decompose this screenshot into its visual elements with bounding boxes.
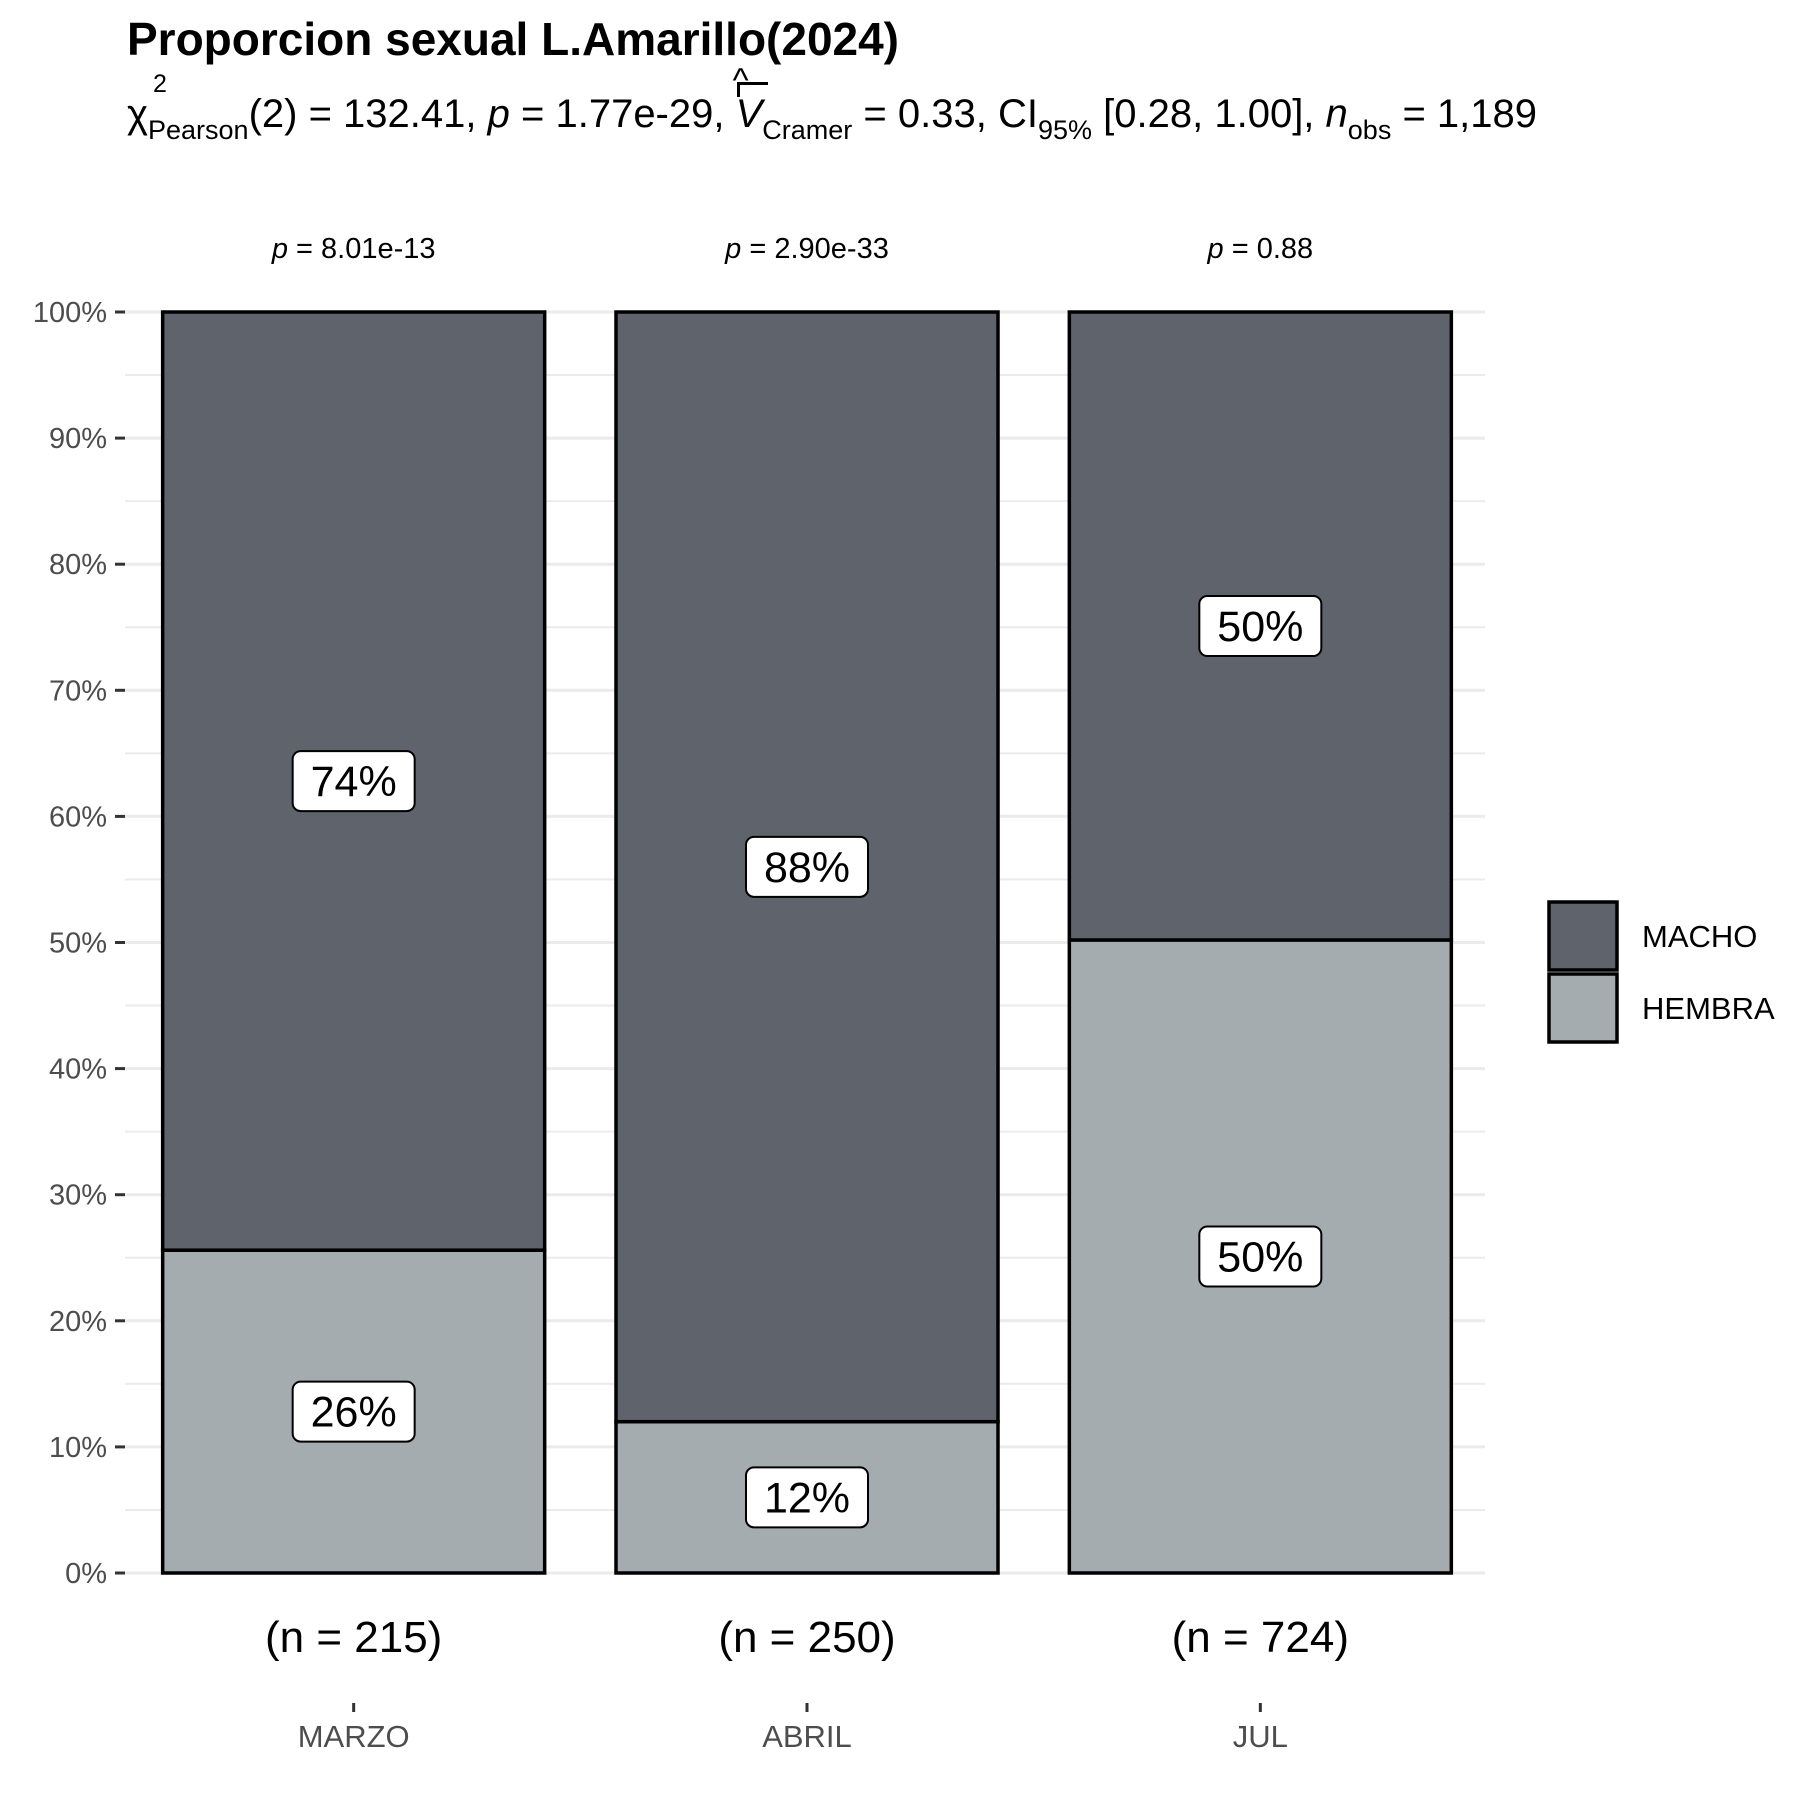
data-label-box — [745, 835, 869, 898]
y-tick-label: 50% — [49, 928, 107, 960]
x-tick-label: MARZO — [298, 1719, 410, 1754]
p-value-label: p = 8.01e-13 — [271, 233, 436, 265]
data-label-box — [291, 1380, 416, 1443]
v-value: = 0.33, CI — [852, 92, 1038, 136]
p-value-label: p = 0.88 — [1207, 233, 1314, 265]
data-label-box — [291, 750, 416, 813]
y-tick-label: 60% — [49, 801, 107, 833]
sample-size-label: (n = 250) — [718, 1613, 895, 1662]
chart-subtitle: χ 2 Pearson(2) = 132.41, p = 1.77e-29, ^ VC… — [127, 62, 1538, 146]
sample-size-label: (n = 724) — [1172, 1613, 1349, 1662]
y-tick-label: 40% — [49, 1054, 107, 1086]
data-label-box — [1198, 594, 1323, 657]
p-value-label: p = 2.90e-33 — [724, 233, 889, 265]
n-value: = 1,189 — [1391, 92, 1538, 136]
data-label: 50% — [1217, 1233, 1303, 1281]
v-sub: Cramer — [762, 115, 853, 145]
x-tick-label: ABRIL — [762, 1719, 852, 1754]
data-label: 50% — [1217, 603, 1303, 651]
legend-label-macho: MACHO — [1642, 919, 1757, 954]
data-label: 12% — [764, 1474, 850, 1522]
p-value: = 1.77e-29, — [509, 92, 736, 136]
y-tick-label: 100% — [33, 297, 107, 329]
x-tick-label: JUL — [1233, 1719, 1288, 1754]
ci-sub: 95% — [1037, 115, 1093, 145]
data-label: 26% — [311, 1389, 397, 1437]
ci-value: [0.28, 1.00], — [1092, 92, 1326, 136]
p-label: p — [487, 92, 510, 136]
y-tick-label: 70% — [49, 675, 107, 707]
y-tick-label: 0% — [65, 1558, 107, 1590]
chart-title: Proporcion sexual L.Amarillo(2024) — [127, 13, 900, 65]
n-sub: obs — [1347, 115, 1392, 145]
legend-label-hembra: HEMBRA — [1642, 991, 1775, 1026]
v-label: ^ V — [732, 62, 763, 136]
data-label: 88% — [764, 844, 850, 892]
y-tick-label: 30% — [49, 1180, 107, 1212]
legend-swatch-hembra — [1547, 972, 1619, 1044]
data-label-box — [745, 1466, 869, 1529]
y-tick-label: 20% — [49, 1306, 107, 1338]
data-label-box — [1198, 1225, 1323, 1288]
n-label: n — [1325, 92, 1348, 136]
sample-size-label: (n = 215) — [265, 1613, 442, 1662]
y-tick-label: 80% — [49, 549, 107, 581]
y-tick-label: 10% — [49, 1432, 107, 1464]
data-label: 74% — [311, 758, 397, 806]
chi-sub: Pearson — [148, 115, 249, 145]
chi-value: (2) = 132.41, — [248, 92, 488, 136]
y-tick-label: 90% — [49, 423, 107, 455]
legend-swatch-macho — [1547, 900, 1619, 972]
